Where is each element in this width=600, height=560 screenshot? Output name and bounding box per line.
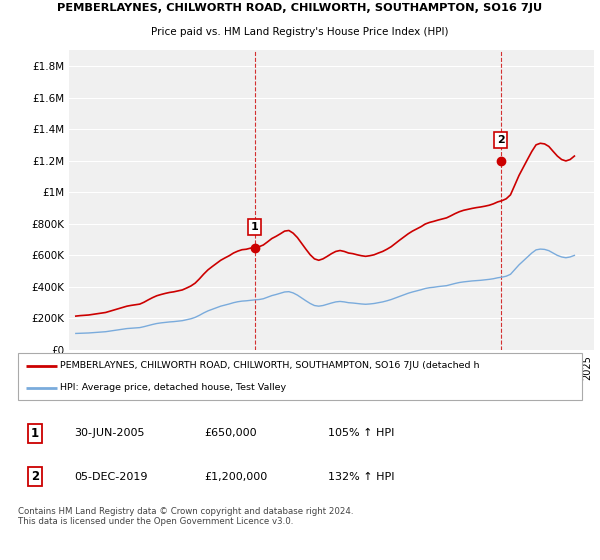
FancyBboxPatch shape (18, 353, 582, 400)
Text: PEMBERLAYNES, CHILWORTH ROAD, CHILWORTH, SOUTHAMPTON, SO16 7JU (detached h: PEMBERLAYNES, CHILWORTH ROAD, CHILWORTH,… (60, 361, 480, 370)
Text: 2: 2 (31, 470, 39, 483)
Text: 2: 2 (497, 135, 505, 145)
Text: 1: 1 (31, 427, 39, 440)
Text: Contains HM Land Registry data © Crown copyright and database right 2024.
This d: Contains HM Land Registry data © Crown c… (18, 507, 353, 526)
Text: 05-DEC-2019: 05-DEC-2019 (74, 472, 148, 482)
Text: £650,000: £650,000 (204, 428, 257, 438)
Text: HPI: Average price, detached house, Test Valley: HPI: Average price, detached house, Test… (60, 383, 286, 392)
Text: £1,200,000: £1,200,000 (204, 472, 268, 482)
Text: 132% ↑ HPI: 132% ↑ HPI (328, 472, 395, 482)
Text: 105% ↑ HPI: 105% ↑ HPI (328, 428, 395, 438)
Text: 1: 1 (251, 222, 259, 232)
Text: Price paid vs. HM Land Registry's House Price Index (HPI): Price paid vs. HM Land Registry's House … (151, 27, 449, 38)
Text: 30-JUN-2005: 30-JUN-2005 (74, 428, 145, 438)
Text: PEMBERLAYNES, CHILWORTH ROAD, CHILWORTH, SOUTHAMPTON, SO16 7JU: PEMBERLAYNES, CHILWORTH ROAD, CHILWORTH,… (58, 3, 542, 13)
